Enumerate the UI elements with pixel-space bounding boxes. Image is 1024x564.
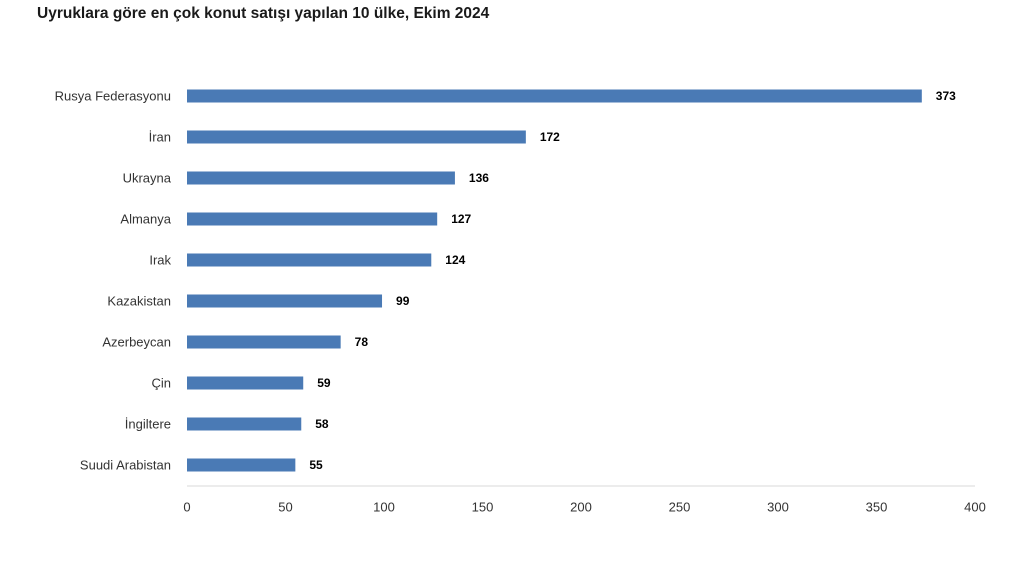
- bar: [187, 89, 922, 103]
- bar: [187, 171, 455, 185]
- bar: [187, 376, 304, 390]
- category-label: Suudi Arabistan: [80, 458, 171, 473]
- data-label: 127: [451, 212, 471, 226]
- x-tick-label: 350: [866, 500, 888, 515]
- category-label: Ukrayna: [123, 171, 172, 186]
- category-label: Azerbeycan: [102, 335, 171, 350]
- category-labels-group: Rusya Federasyonu İran Ukrayna Almanya Irak K…: [55, 89, 172, 473]
- category-label: Irak: [149, 253, 171, 268]
- chart-title: Uyruklara göre en çok konut satışı yapıl…: [37, 5, 490, 22]
- bar: [187, 294, 383, 308]
- data-label: 99: [396, 294, 410, 308]
- data-label: 373: [936, 89, 956, 103]
- category-label: Almanya: [120, 212, 171, 227]
- x-tick-labels-group: 0 50 100 150 200 250 300 350 400: [183, 500, 985, 515]
- x-tick-label: 50: [278, 500, 292, 515]
- bars-group: [187, 89, 922, 472]
- x-tick-label: 0: [183, 500, 190, 515]
- data-label: 124: [445, 253, 465, 267]
- x-tick-label: 300: [767, 500, 789, 515]
- category-label: İran: [149, 130, 171, 145]
- x-tick-label: 400: [964, 500, 986, 515]
- x-tick-label: 250: [669, 500, 691, 515]
- bar: [187, 417, 302, 431]
- bar: [187, 253, 432, 267]
- bar: [187, 130, 526, 144]
- category-label: İngiltere: [125, 417, 171, 432]
- category-label: Çin: [151, 376, 171, 391]
- data-label: 172: [540, 130, 560, 144]
- data-label: 55: [309, 458, 323, 472]
- x-tick-label: 150: [472, 500, 494, 515]
- bar: [187, 458, 296, 472]
- x-tick-label: 100: [373, 500, 395, 515]
- x-tick-label: 200: [570, 500, 592, 515]
- data-label: 59: [317, 376, 331, 390]
- data-label: 78: [355, 335, 369, 349]
- value-labels-group: 373 172 136 127 124 99 78 59 58 55: [309, 89, 956, 472]
- bar: [187, 212, 438, 226]
- category-label: Kazakistan: [107, 294, 171, 309]
- bar: [187, 335, 341, 349]
- data-label: 136: [469, 171, 489, 185]
- category-label: Rusya Federasyonu: [55, 89, 171, 104]
- data-label: 58: [315, 417, 329, 431]
